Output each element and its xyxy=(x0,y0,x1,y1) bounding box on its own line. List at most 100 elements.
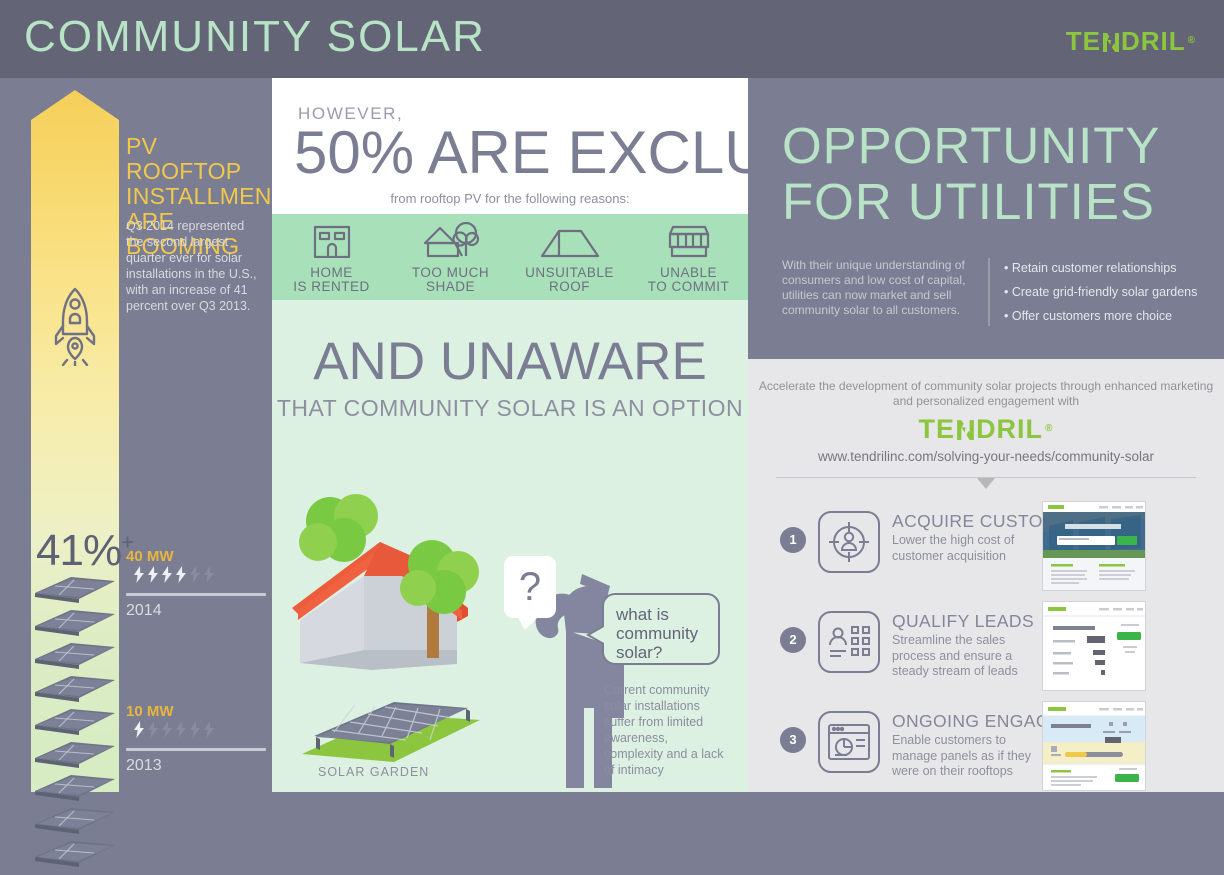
what-is-community-solar-bubble: what is community solar? xyxy=(586,593,720,665)
question-mark: ? xyxy=(518,565,542,609)
logo-registered-mark: ® xyxy=(1187,35,1196,46)
opportunity-divider xyxy=(988,258,990,326)
step-title-2: QUALIFY LEADS xyxy=(892,611,1035,631)
step-ongoing-engagement: 3 ONGOING ENGAGEMENT Enable customers to… xyxy=(748,699,1224,797)
lightning-bolt-icon xyxy=(190,721,200,743)
step-desc-2: Streamline the sales process and ensure … xyxy=(892,633,1018,678)
step-desc-3: Enable customers to manage panels as if … xyxy=(892,733,1031,778)
mw-line-2013 xyxy=(126,748,266,751)
down-arrow-icon xyxy=(977,478,995,489)
bullet-3: • Offer customers more choice xyxy=(1004,309,1173,323)
person-silhouette xyxy=(535,574,624,788)
lightning-bolt-icon xyxy=(162,566,172,588)
solar-panel-stack xyxy=(31,575,119,870)
reason-home-is-rented: HOME IS RENTED xyxy=(282,222,382,294)
panel-stack-svg xyxy=(35,577,115,867)
house-with-tree-icon xyxy=(401,222,501,258)
reasons-row: HOME IS RENTED TOO MUCH SHADE xyxy=(272,222,748,294)
mw-label-2013: 10 MW xyxy=(126,703,174,721)
target-person-icon xyxy=(818,511,880,573)
reason-label-2: TOO MUCH SHADE xyxy=(411,265,490,294)
lightning-bolt-icon xyxy=(148,566,158,588)
percent-increase: 41%+ xyxy=(36,526,134,575)
house-and-solar-garden-illustration xyxy=(292,494,624,788)
step-number-2: 2 xyxy=(780,627,806,653)
bullet-2: • Create grid-friendly solar gardens xyxy=(1004,285,1198,299)
center-green-band xyxy=(272,214,748,300)
center-column: HOWEVER, 50% ARE EXCLUDED from rooftop P… xyxy=(272,78,894,792)
left-body-text: Q3 2014 represented the second largest q… xyxy=(126,219,257,313)
mw-row-2013: 10 MW 2013 xyxy=(126,703,266,775)
bolts-2014 xyxy=(134,566,218,588)
step-acquire-customers: 1 ACQUIRE CUSTOMERS Lower the high cost … xyxy=(748,499,1224,597)
bolts-2013 xyxy=(134,721,218,743)
mw-row-2014: 40 MW 2014 xyxy=(126,548,266,620)
website-hero-screenshot xyxy=(1042,501,1146,591)
lightning-bolt-icon xyxy=(204,566,214,588)
lightning-n-icon xyxy=(1102,30,1119,53)
cta-url[interactable]: www.tendrilinc.com/solving-your-needs/co… xyxy=(817,449,1155,464)
cta-lightning-n-icon xyxy=(957,418,974,441)
opportunity-body: With their unique understanding of consu… xyxy=(782,258,966,317)
cta-logo-text: TE DRIL ® xyxy=(919,414,1054,445)
page-title: COMMUNITY SOLAR xyxy=(24,12,486,61)
mw-line-2014 xyxy=(126,593,266,596)
cta-logo-registered-mark: ® xyxy=(1045,423,1054,434)
arrow-shape xyxy=(31,90,119,792)
illustration: SOLAR GARDEN ? what is community solar? … xyxy=(272,468,748,792)
lightning-bolt-icon xyxy=(190,566,200,588)
solar-garden-label: SOLAR GARDEN xyxy=(318,765,430,779)
tendril-logo: TE DRIL ® xyxy=(1066,26,1196,57)
what-is-community-solar-text: what is community solar? xyxy=(616,605,699,662)
lightning-bolt-icon xyxy=(148,721,158,743)
reason-too-much-shade: TOO MUCH SHADE xyxy=(401,222,501,294)
mw-year-2013: 2013 xyxy=(126,757,162,774)
bullet-1: • Retain customer relationships xyxy=(1004,261,1177,275)
growth-arrow xyxy=(31,90,119,792)
current-installations-text: Current community solar installations su… xyxy=(604,683,724,777)
cta-divider-rule xyxy=(776,477,1196,478)
solar-garden-array xyxy=(302,702,480,762)
steps-list: 1 ACQUIRE CUSTOMERS Lower the high cost … xyxy=(748,499,1224,799)
storefront-awning-icon xyxy=(639,222,739,258)
center-white-panel xyxy=(272,78,748,214)
cta-text: Accelerate the development of community … xyxy=(758,379,1214,408)
right-column: OPPORTUNITY FOR UTILITIES With their uni… xyxy=(748,78,1224,792)
step-number-1: 1 xyxy=(780,527,806,553)
opportunity-panel xyxy=(748,78,1224,359)
reason-unable-to-commit: UNABLE TO COMMIT xyxy=(639,222,739,294)
step-qualify-leads: 2 QUALIFY LEADS Streamline the sales pro… xyxy=(748,599,1224,697)
reason-label-1: HOME IS RENTED xyxy=(293,265,370,294)
step-number-3: 3 xyxy=(780,727,806,753)
rocket-icon xyxy=(54,287,96,366)
energy-dashboard-screenshot xyxy=(1042,701,1146,791)
mw-year-2014: 2014 xyxy=(126,602,162,619)
tree-right xyxy=(400,540,479,658)
dashboard-chart-icon xyxy=(818,711,880,773)
opportunity-title: OPPORTUNITY FOR UTILITIES xyxy=(782,118,1160,230)
opportunity-title-line2: FOR UTILITIES xyxy=(782,173,1155,230)
lightning-bolt-icon xyxy=(134,566,144,588)
tree-left xyxy=(299,494,378,562)
lightning-bolt-icon xyxy=(176,566,186,588)
logo-part-2: DRIL xyxy=(1120,26,1186,56)
however-kicker: HOWEVER, xyxy=(298,104,404,123)
excluded-subhead: from rooftop PV for the following reason… xyxy=(390,191,630,206)
cta-logo-part-1: TE xyxy=(918,414,956,444)
lightning-bolt-icon xyxy=(162,721,172,743)
contact-card-icon xyxy=(818,611,880,673)
step-desc-1: Lower the high cost of customer acquisit… xyxy=(892,533,1015,563)
unaware-title: AND UNAWARE xyxy=(313,332,707,391)
roof-icon xyxy=(520,222,620,258)
reason-label-3: UNSUITABLE ROOF xyxy=(525,265,614,294)
left-column: PV ROOFTOP INSTALLMENTS ARE BOOMING Q3 2… xyxy=(0,78,301,867)
unaware-subtitle: THAT COMMUNITY SOLAR IS AN OPTION xyxy=(276,395,744,421)
lightning-bolt-icon xyxy=(176,721,186,743)
apartment-building-icon xyxy=(282,222,382,258)
opportunity-bullets: • Retain customer relationships • Create… xyxy=(1004,256,1204,328)
question-speech-bubble: ? xyxy=(504,556,556,630)
tendril-logo-text: TE DRIL ® xyxy=(1066,26,1196,57)
cta-tendril-logo: TE DRIL ® xyxy=(748,414,1224,445)
reason-unsuitable-roof: UNSUITABLE ROOF xyxy=(520,222,620,294)
